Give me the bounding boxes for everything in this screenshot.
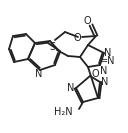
Text: N: N: [104, 48, 112, 58]
Text: N: N: [101, 77, 109, 87]
Text: N: N: [67, 83, 75, 93]
Text: O: O: [73, 33, 81, 43]
Text: S: S: [49, 42, 55, 52]
Text: N: N: [100, 66, 108, 76]
Text: =N: =N: [100, 56, 116, 66]
Text: N: N: [35, 69, 43, 79]
Text: O: O: [83, 16, 91, 26]
Text: O: O: [91, 69, 99, 79]
Text: H₂N: H₂N: [54, 107, 73, 117]
